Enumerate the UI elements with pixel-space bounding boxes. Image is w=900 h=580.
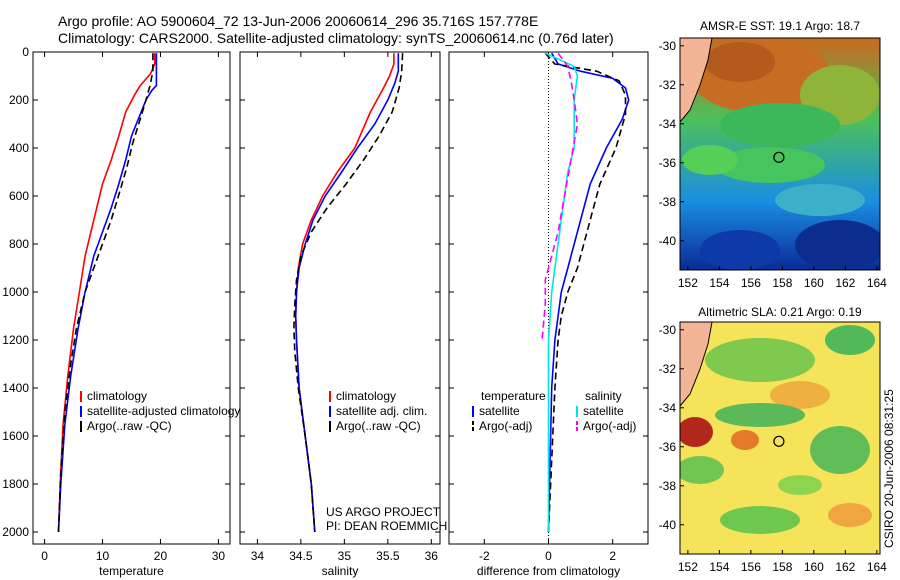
legend-entry: Argo(-adj) — [583, 419, 636, 433]
legend-entry: satellite — [479, 404, 520, 418]
temperature-profile-panel: 0 10 20 30 0 200 400 600 800 1000 1200 1400 1600 1800… — [2, 45, 240, 578]
creation-stamp: CSIRO 20-Jun-2006 08:31:25 — [882, 389, 896, 548]
sst-map: AMSR-E SST: 19.1 Argo: 18.7 152 154 156 158… — [659, 19, 888, 290]
x-tick-label: 34 — [251, 549, 265, 563]
map-lat-label: -32 — [659, 362, 677, 376]
x-tick-label: 35 — [338, 549, 352, 563]
y-tick-label: 1600 — [2, 429, 29, 443]
y-tick-label: 1000 — [2, 285, 29, 299]
panel-frame — [32, 51, 231, 545]
map-lat-label: -30 — [659, 39, 677, 53]
legend-entry: climatology — [336, 389, 396, 403]
sst-map-title: AMSR-E SST: 19.1 Argo: 18.7 — [700, 19, 860, 33]
map-lat-label: -38 — [659, 195, 677, 209]
map-lon-label: 158 — [772, 276, 792, 290]
map-lat-label: -30 — [659, 323, 677, 337]
map-lon-label: 162 — [835, 560, 855, 574]
sst-map-ticks: 152 154 156 158 160 162 164 -30 -32 -34 -36 -38 -40 — [659, 39, 888, 290]
series-line-climatology — [57, 53, 156, 533]
map-lon-label: 164 — [867, 276, 887, 290]
sst-map-frame — [679, 37, 881, 271]
figure-title-line-2: Climatology: CARS2000. Satellite-adjuste… — [58, 30, 614, 46]
y-tick-label: 2000 — [2, 525, 29, 539]
legend-header: temperature — [481, 389, 546, 403]
map-lon-label: 162 — [835, 276, 855, 290]
series-line-argo-raw-qc — [293, 53, 404, 533]
x-axis-label: temperature — [99, 564, 164, 578]
map-lon-label: 154 — [709, 560, 729, 574]
y-tick-label: 600 — [9, 189, 29, 203]
x-tick-label: 0 — [41, 549, 48, 563]
legend-entry: satellite — [583, 404, 624, 418]
map-lon-label: 164 — [867, 560, 887, 574]
y-tick-label: 1400 — [2, 381, 29, 395]
map-lat-label: -34 — [659, 117, 677, 131]
salinity-profile-panel: 34 34.5 35 35.5 36 salinity climatologysatelli… — [239, 51, 447, 578]
x-tick-label: 0 — [545, 549, 552, 563]
figure-title-line-1: Argo profile: AO 5900604_72 13-Jun-2006 … — [58, 13, 539, 29]
sla-map-title: Altimetric SLA: 0.21 Argo: 0.19 — [698, 305, 862, 319]
y-tick-label: 1800 — [2, 477, 29, 491]
x-tick-label: 2 — [609, 549, 616, 563]
sla-map-image — [680, 322, 880, 554]
map-lon-label: 160 — [804, 560, 824, 574]
x-tick-label: 10 — [96, 549, 110, 563]
sst-argo-position-marker — [773, 151, 785, 163]
map-lon-label: 152 — [678, 560, 698, 574]
pi-label: PI: DEAN ROEMMICH — [326, 519, 447, 533]
x-tick-label: 35.5 — [376, 549, 400, 563]
map-lat-label: -40 — [659, 518, 677, 532]
y-tick-label: 800 — [9, 237, 29, 251]
series-line-temperature-satellite — [547, 52, 630, 533]
sla-map-ticks: 152 154 156 158 160 162 164 -30 -32 -34 -36 -38 -40 — [659, 323, 888, 574]
map-lon-label: 156 — [741, 560, 761, 574]
map-lon-label: 156 — [741, 276, 761, 290]
map-lat-label: -34 — [659, 401, 677, 415]
series-line-temperature-argo-adj — [544, 52, 627, 533]
sla-argo-position-marker — [773, 435, 785, 447]
x-tick-label: 36 — [425, 549, 439, 563]
legend-entry: climatology — [87, 389, 147, 403]
legend-entry: satellite-adjusted climatology — [87, 404, 240, 418]
x-tick-label: 30 — [212, 549, 226, 563]
x-tick-label: -2 — [479, 549, 490, 563]
legend-header: salinity — [585, 389, 622, 403]
y-tick-label: 200 — [9, 93, 29, 107]
legend-entry: satellite adj. clim. — [336, 404, 427, 418]
series-line-salinity-argo-adj — [541, 52, 579, 341]
map-lat-label: -36 — [659, 440, 677, 454]
map-lon-label: 152 — [678, 276, 698, 290]
x-tick-label: 20 — [154, 549, 168, 563]
sla-map-frame — [679, 321, 881, 555]
map-lon-label: 160 — [804, 276, 824, 290]
x-axis-label: salinity — [322, 564, 359, 578]
map-lat-label: -36 — [659, 156, 677, 170]
sla-map: Altimetric SLA: 0.21 Argo: 0.19 152 154 15… — [659, 305, 888, 574]
legend-entry: Argo(-adj) — [479, 419, 532, 433]
map-lat-label: -38 — [659, 479, 677, 493]
y-tick-label: 1200 — [2, 333, 29, 347]
y-tick-label: 400 — [9, 141, 29, 155]
sst-map-image — [680, 38, 880, 270]
y-tick-label: 0 — [22, 45, 29, 59]
map-lat-label: -40 — [659, 234, 677, 248]
series-line-satellite-adjusted-climatology — [57, 53, 158, 533]
x-tick-label: 34.5 — [289, 549, 313, 563]
map-lon-label: 154 — [709, 276, 729, 290]
map-lat-label: -32 — [659, 78, 677, 92]
x-axis-label: difference from climatology — [477, 564, 620, 578]
project-label: US ARGO PROJECT — [326, 505, 441, 519]
map-lon-label: 158 — [772, 560, 792, 574]
series-line-satellite-adj-clim — [294, 53, 400, 533]
panel-frame — [239, 51, 441, 545]
legend-entry: Argo(..raw -QC) — [87, 419, 172, 433]
legend-entry: Argo(..raw -QC) — [336, 419, 421, 433]
